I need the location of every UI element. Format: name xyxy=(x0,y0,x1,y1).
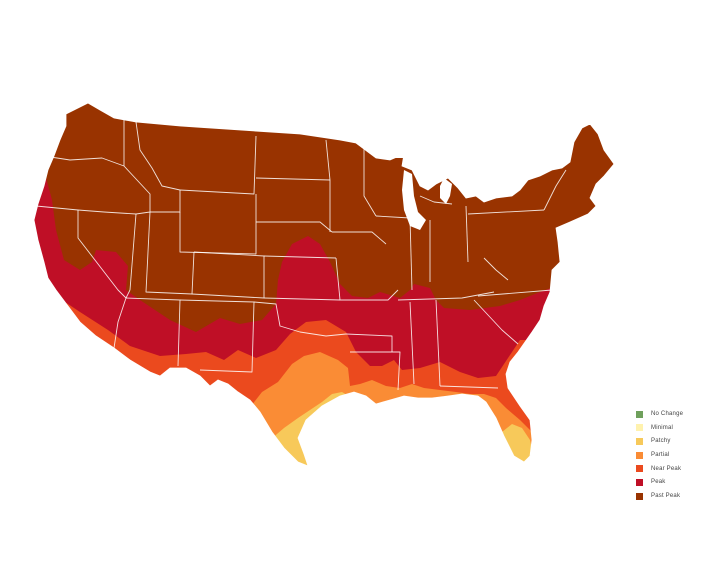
border-ky-tn xyxy=(397,291,495,301)
lake-superior xyxy=(380,148,420,158)
legend-swatch xyxy=(636,437,643,445)
lake-michigan xyxy=(402,170,426,230)
legend-label: Patchy xyxy=(651,438,671,445)
legend-label: Minimal xyxy=(651,424,674,431)
border-id-mt xyxy=(135,121,181,191)
foliage-legend: No Change Minimal Patchy Partial Near Peak Pe… xyxy=(636,408,716,504)
border-nc-va xyxy=(477,289,553,297)
border-ga-sc xyxy=(473,299,519,345)
legend-label: Partial xyxy=(651,452,670,459)
legend-swatch xyxy=(636,410,643,418)
legend-label: Near Peak xyxy=(651,465,682,472)
border-mn-wi xyxy=(363,146,377,217)
legend-item: Peak xyxy=(636,476,716,488)
border-il-in xyxy=(409,217,413,291)
border-ut-co xyxy=(145,211,195,295)
border-ar-la xyxy=(345,333,393,352)
lake-huron xyxy=(440,178,452,204)
border-ny-ne xyxy=(543,169,567,211)
border-ne-ks xyxy=(263,255,337,259)
legend-label: Past Peak xyxy=(651,493,681,500)
legend-label: No Change xyxy=(651,411,684,417)
border-az xyxy=(113,289,131,349)
legend-swatch xyxy=(636,465,643,473)
border-nv-ut xyxy=(129,213,137,291)
border-la xyxy=(350,351,401,391)
border-va-wv xyxy=(483,257,509,281)
border-wa-or xyxy=(43,155,125,167)
legend-item: Partial xyxy=(636,449,716,461)
border-ks-ok xyxy=(263,297,341,301)
legend-swatch xyxy=(636,478,643,486)
border-mo-ar xyxy=(335,257,399,301)
legend-label: Peak xyxy=(651,479,666,486)
legend-swatch xyxy=(636,492,643,500)
border-mt-wy-nd xyxy=(179,135,257,195)
border-ms-al xyxy=(409,299,441,387)
border-nm-tx xyxy=(179,299,255,373)
border-nd-mn xyxy=(325,139,331,181)
border-oh-pa xyxy=(465,205,469,263)
legend-swatch xyxy=(636,451,643,459)
legend-swatch xyxy=(636,424,643,432)
border-wi-il xyxy=(375,215,411,219)
legend-item: Patchy xyxy=(636,435,716,447)
legend-item: Past Peak xyxy=(636,490,716,502)
border-ok-tx xyxy=(253,301,347,337)
border-nd-sd xyxy=(255,177,331,181)
border-co xyxy=(191,251,265,299)
border-ga-fl xyxy=(439,385,499,389)
legend-item: No Change xyxy=(636,408,716,420)
legend-item: Minimal xyxy=(636,422,716,434)
state-borders xyxy=(35,120,567,391)
great-lakes xyxy=(380,148,452,230)
border-sd-ne xyxy=(256,221,333,233)
border-ia-mo xyxy=(332,231,387,245)
legend-item: Near Peak xyxy=(636,463,716,475)
border-ca-nv xyxy=(77,210,127,299)
border-pa-ny xyxy=(467,209,545,215)
